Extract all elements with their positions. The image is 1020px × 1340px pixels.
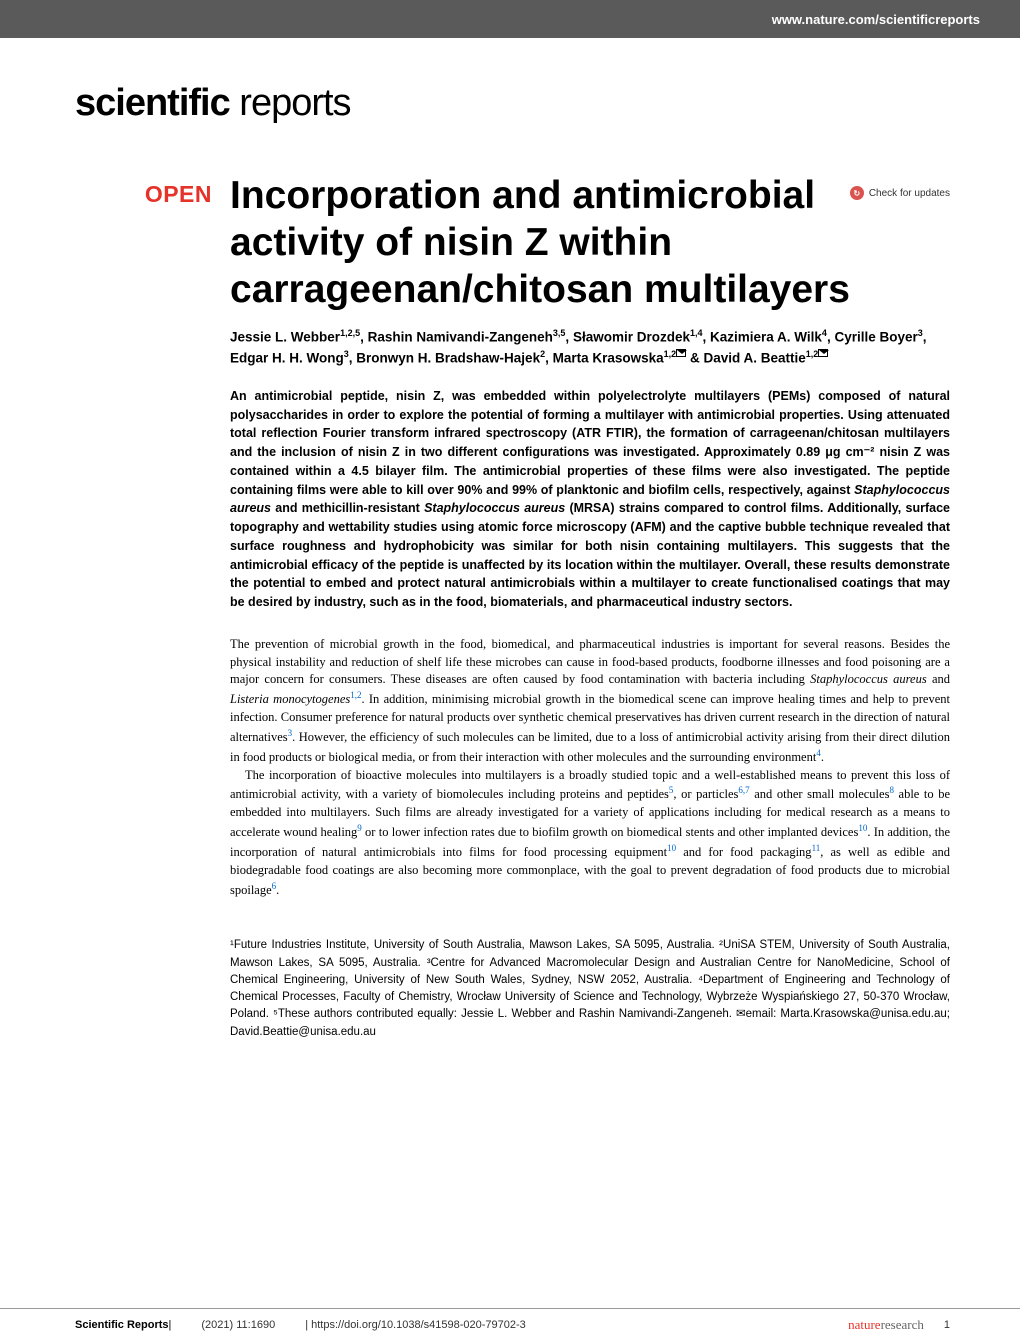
content-wrap: OPEN Incorporation and antimicrobial act… [0, 173, 1020, 1041]
author: Edgar H. H. Wong [230, 351, 344, 366]
corresponding-icon [818, 349, 828, 357]
paragraph: The prevention of microbial growth in th… [230, 636, 950, 767]
author: David A. Beattie [703, 351, 805, 366]
abstract: An antimicrobial peptide, nisin Z, was e… [230, 387, 950, 612]
author: Marta Krasowska [553, 351, 664, 366]
article-title: Incorporation and antimicrobial activity… [230, 173, 950, 313]
reference-link[interactable]: 1,2 [350, 690, 361, 700]
check-updates-icon: ↻ [850, 186, 864, 200]
footer-citation: (2021) 11:1690 [201, 1319, 275, 1331]
author: Rashin Namivandi-Zangeneh [368, 330, 553, 345]
footer-doi[interactable]: | https://doi.org/10.1038/s41598-020-797… [305, 1319, 526, 1331]
header-bar: www.nature.com/scientificreports [0, 0, 1020, 38]
species-name: Staphylococcus aureus [810, 672, 927, 686]
reference-link[interactable]: 11 [812, 843, 821, 853]
reference-link[interactable]: 10 [667, 843, 676, 853]
main-column: Incorporation and antimicrobial activity… [230, 173, 950, 1041]
corresponding-icon [676, 349, 686, 357]
page-number: 1 [944, 1319, 950, 1331]
reference-link[interactable]: 10 [858, 823, 867, 833]
author: Sławomir Drozdek [573, 330, 690, 345]
authors-list: Jessie L. Webber1,2,5, Rashin Namivandi-… [230, 327, 950, 369]
check-updates-label: Check for updates [869, 188, 950, 199]
logo-bold: scientific [75, 82, 230, 124]
footer-right: natureresearch 1 [848, 1317, 950, 1333]
author: Kazimiera A. Wilk [710, 330, 822, 345]
header-url[interactable]: www.nature.com/scientificreports [772, 12, 980, 27]
author: Jessie L. Webber [230, 330, 340, 345]
author: Cyrille Boyer [834, 330, 917, 345]
footer-journal: Scientific Reports [75, 1319, 169, 1331]
reference-link[interactable]: 6,7 [738, 785, 749, 795]
species-name: Listeria monocytogenes [230, 692, 350, 706]
author: Bronwyn H. Bradshaw-Hajek [356, 351, 540, 366]
logo-light: reports [230, 82, 351, 124]
left-column: OPEN [75, 173, 230, 1041]
species-name: Staphylococcus aureus [424, 501, 565, 515]
body-text: The prevention of microbial growth in th… [230, 636, 950, 900]
publisher-logo: natureresearch [848, 1317, 924, 1333]
paragraph: The incorporation of bioactive molecules… [230, 767, 950, 900]
journal-logo: scientific reports [75, 82, 1020, 125]
affiliations: ¹Future Industries Institute, University… [230, 937, 950, 1041]
check-updates-button[interactable]: ↻ Check for updates [850, 186, 950, 200]
page-footer: Scientific Reports | (2021) 11:1690 | ht… [0, 1308, 1020, 1340]
open-access-badge: OPEN [75, 181, 212, 208]
